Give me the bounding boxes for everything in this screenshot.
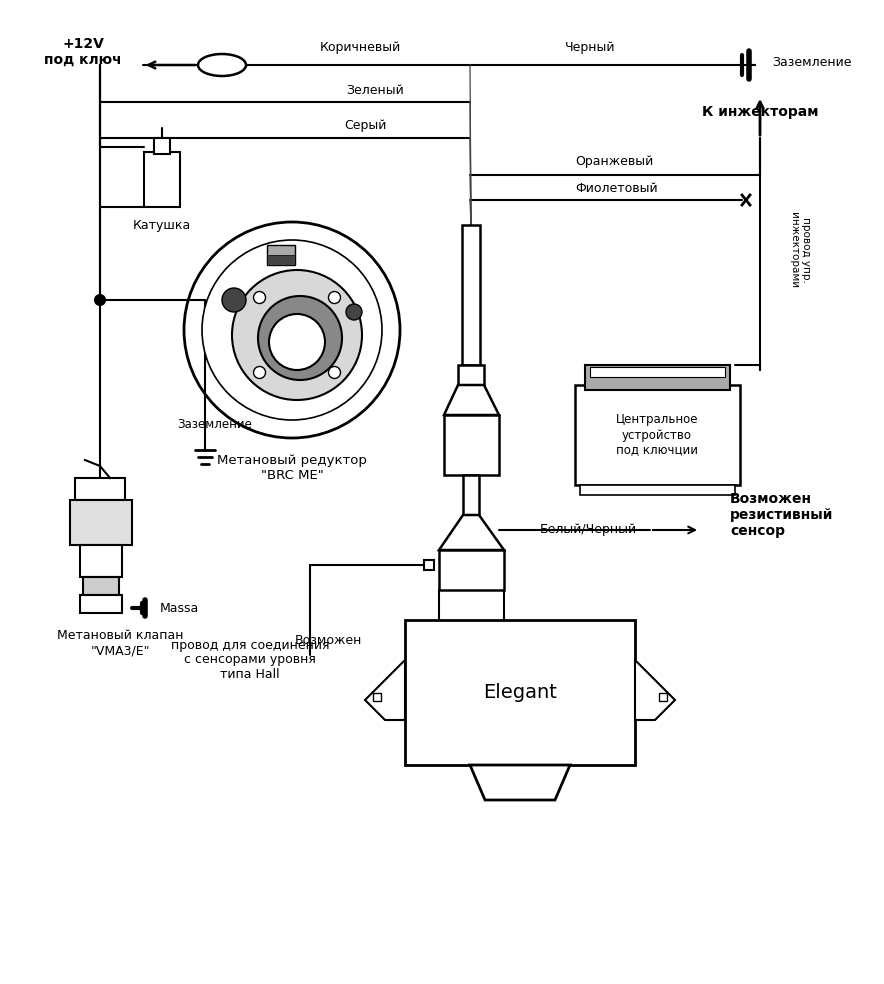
Circle shape (254, 366, 265, 379)
Polygon shape (635, 660, 675, 720)
Circle shape (258, 296, 342, 380)
Bar (80, 595, 122, 613)
Circle shape (254, 291, 265, 303)
Text: Метановый редуктор
"BRC ME": Метановый редуктор "BRC ME" (217, 454, 367, 482)
Bar (585, 365, 730, 390)
Text: +12V
под ключ: +12V под ключ (44, 36, 122, 67)
Bar (144, 152, 180, 207)
Polygon shape (365, 660, 405, 720)
Text: Коричневый: Коричневый (319, 41, 400, 54)
Circle shape (202, 240, 382, 420)
Circle shape (346, 304, 362, 320)
Polygon shape (470, 765, 570, 800)
Bar (424, 560, 434, 570)
Text: Белый/Черный: Белый/Черный (540, 523, 637, 536)
Circle shape (269, 314, 325, 370)
Text: Возможен: Возможен (295, 634, 362, 646)
Bar (373, 693, 381, 701)
Text: Катушка: Катушка (133, 218, 191, 231)
Text: 7,5А: 7,5А (209, 58, 235, 72)
Circle shape (329, 366, 340, 379)
Text: Метановый клапан
"VMA3/E": Метановый клапан "VMA3/E" (57, 629, 183, 657)
Circle shape (184, 222, 400, 438)
Bar (439, 550, 504, 590)
Polygon shape (439, 515, 504, 550)
Circle shape (232, 270, 362, 400)
Text: провод для соединения
с сенсорами уровня
типа Hall: провод для соединения с сенсорами уровня… (171, 639, 329, 682)
Ellipse shape (198, 54, 246, 76)
Bar (70, 500, 132, 545)
Text: Фиолетовый: Фиолетовый (575, 181, 658, 195)
Polygon shape (444, 385, 499, 415)
Text: Заземление: Заземление (178, 418, 253, 432)
Text: Elegant: Elegant (483, 683, 557, 702)
Text: Massa: Massa (160, 601, 199, 614)
Bar (267, 245, 295, 265)
Bar (83, 577, 119, 595)
Bar (659, 693, 667, 701)
Bar (458, 365, 484, 385)
Text: Возможен
резистивный
сенсор: Возможен резистивный сенсор (730, 492, 834, 538)
Bar (405, 620, 635, 765)
Bar (590, 367, 725, 377)
Text: Заземление: Заземление (772, 56, 851, 70)
Bar (444, 415, 499, 475)
Circle shape (222, 288, 246, 312)
Bar (154, 138, 170, 154)
Text: провод упр.
инжекторами: провод упр. инжекторами (789, 212, 811, 288)
Circle shape (329, 291, 340, 303)
Bar (267, 255, 295, 265)
Bar (580, 485, 735, 495)
Bar (80, 545, 122, 577)
Bar (75, 478, 125, 500)
Bar (462, 225, 480, 365)
Bar (463, 475, 479, 515)
Bar (575, 385, 740, 485)
Text: К инжекторам: К инжекторам (702, 105, 819, 119)
Text: Центральное
устройство
под ключции: Центральное устройство под ключции (616, 413, 698, 457)
Circle shape (95, 295, 105, 305)
Text: Черный: Черный (565, 41, 615, 54)
Text: Серый: Серый (344, 118, 386, 132)
Text: Зеленый: Зеленый (347, 84, 404, 96)
Text: Оранжевый: Оранжевый (575, 155, 653, 168)
